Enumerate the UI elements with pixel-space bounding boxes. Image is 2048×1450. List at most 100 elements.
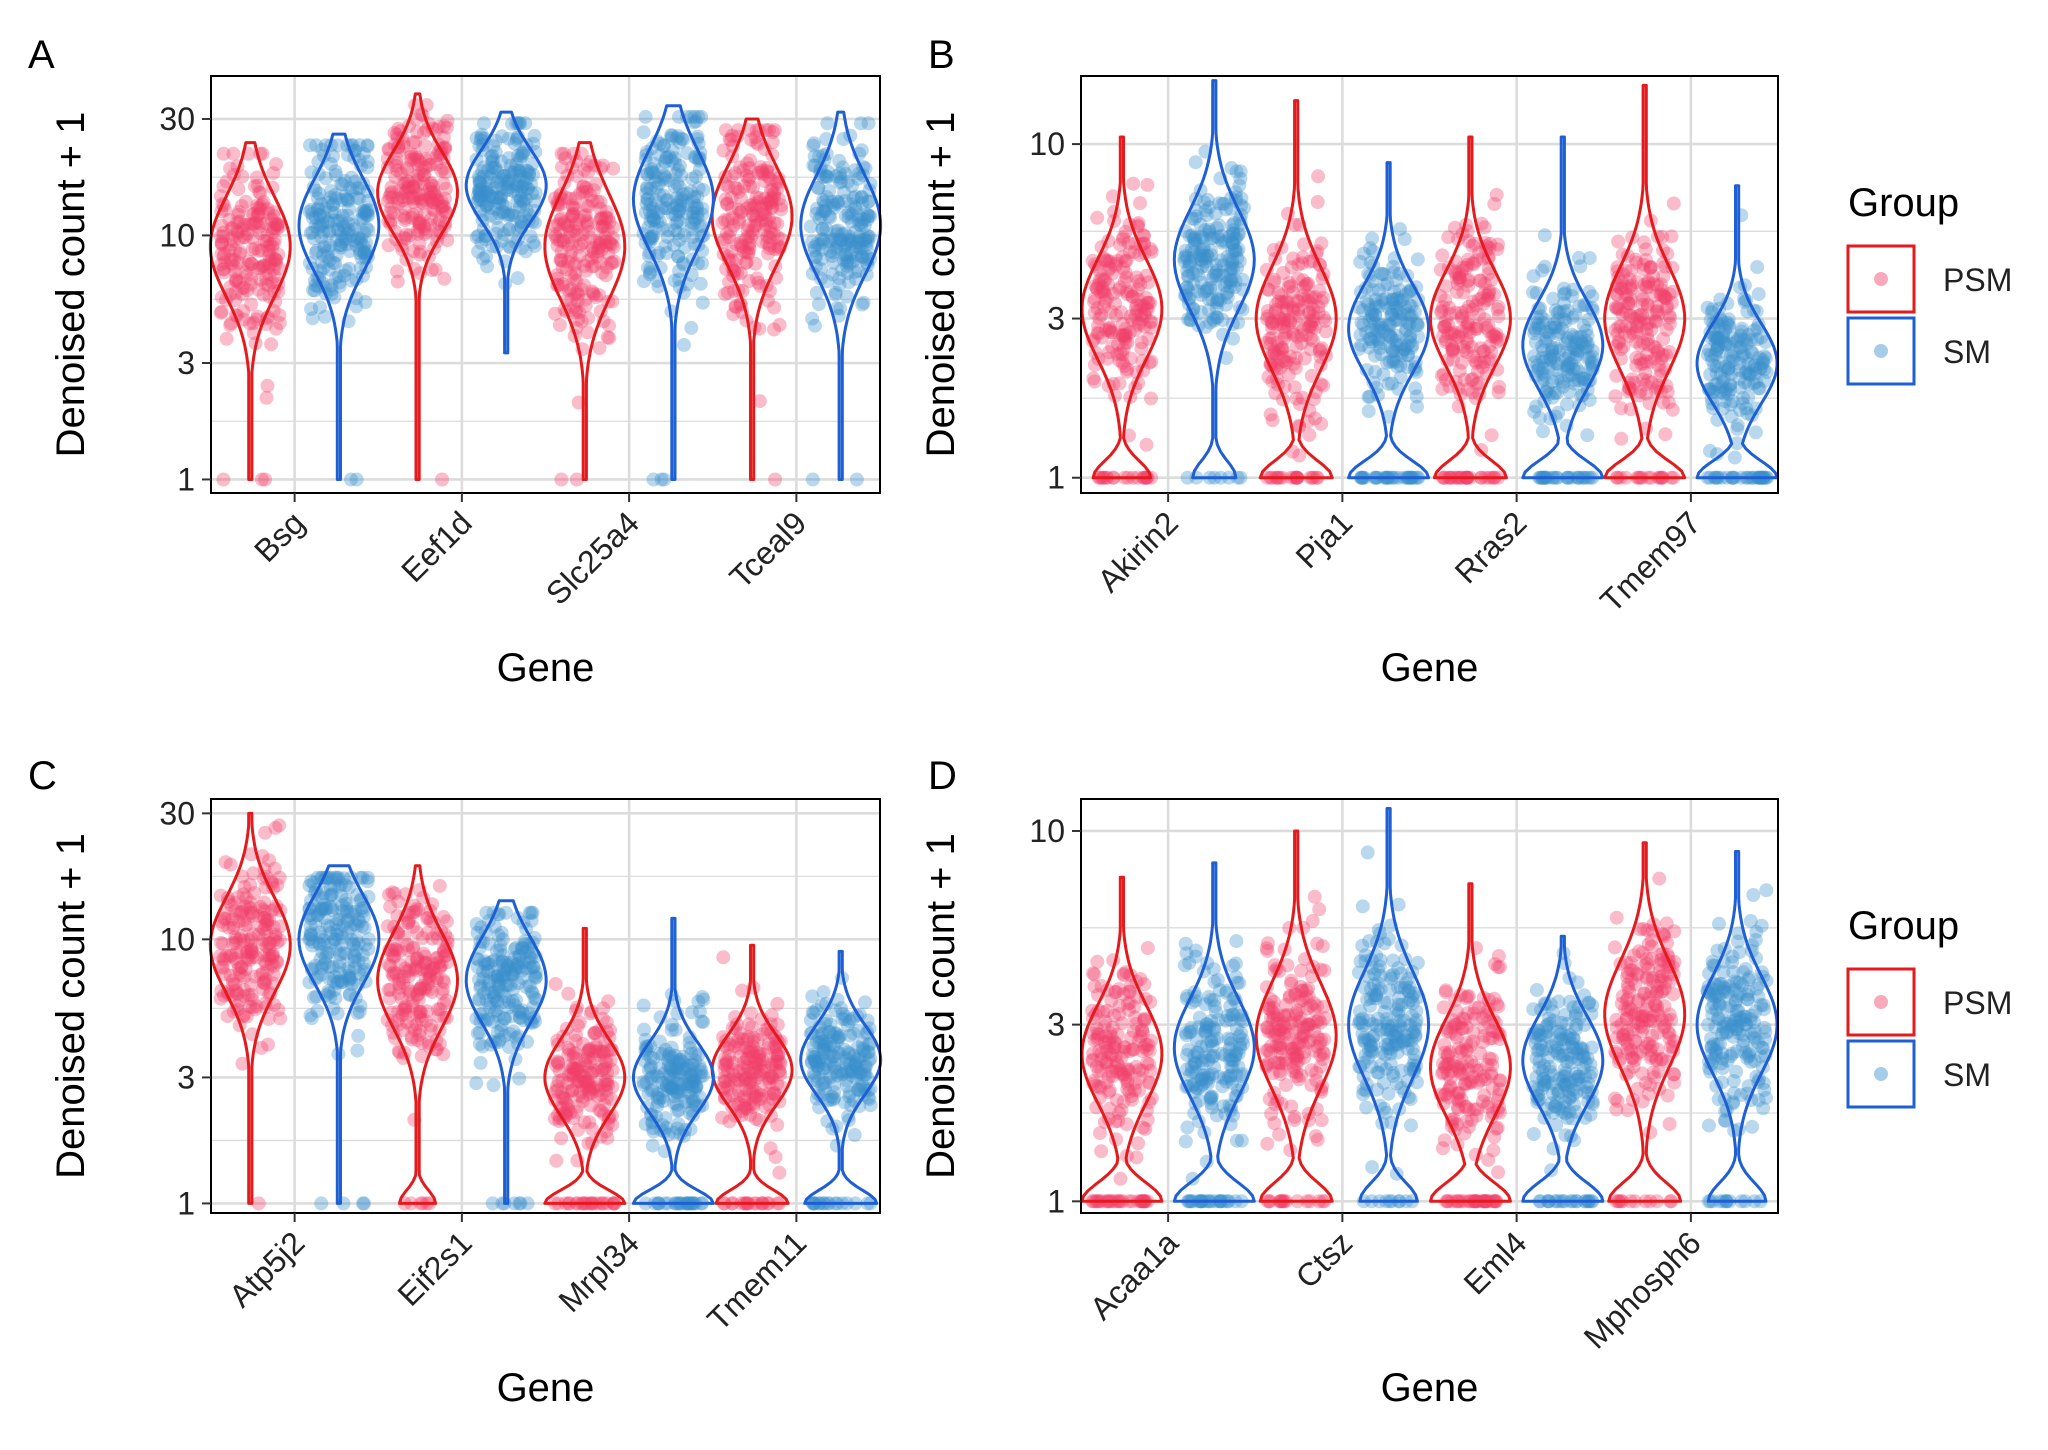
data-point xyxy=(1393,370,1408,385)
data-point xyxy=(809,1002,824,1017)
data-point xyxy=(1637,235,1651,250)
data-point xyxy=(491,220,506,235)
data-point xyxy=(672,180,687,195)
data-point xyxy=(341,193,356,208)
data-point xyxy=(219,331,234,346)
data-point xyxy=(226,146,241,161)
data-point xyxy=(233,245,248,260)
data-point xyxy=(223,237,238,252)
data-point xyxy=(1102,320,1117,335)
data-point xyxy=(224,252,238,267)
data-point xyxy=(555,160,569,175)
data-point xyxy=(223,318,238,333)
data-point xyxy=(1144,391,1158,406)
data-point xyxy=(264,337,279,352)
data-point xyxy=(527,128,542,143)
data-point xyxy=(404,1019,419,1034)
data-point xyxy=(308,219,323,234)
data-point xyxy=(1576,319,1591,333)
data-point xyxy=(508,950,523,965)
data-point xyxy=(1456,285,1471,300)
data-point xyxy=(667,273,682,288)
data-point xyxy=(1550,371,1565,386)
data-point xyxy=(252,185,267,199)
data-point xyxy=(1612,302,1627,317)
data-point xyxy=(506,982,521,997)
data-point xyxy=(1260,311,1274,326)
data-point xyxy=(1376,367,1391,382)
data-point xyxy=(265,949,280,964)
data-point xyxy=(240,257,255,272)
data-point xyxy=(770,1117,785,1132)
data-point xyxy=(238,265,253,280)
data-point xyxy=(524,905,539,920)
data-point xyxy=(351,1028,366,1043)
data-point xyxy=(214,236,229,251)
data-point xyxy=(404,1032,419,1047)
data-point xyxy=(1194,253,1209,268)
data-point xyxy=(414,194,429,209)
data-point xyxy=(266,166,281,181)
data-point xyxy=(235,169,250,184)
data-point xyxy=(1608,389,1623,404)
data-point xyxy=(262,248,277,263)
y-tick-label: 3 xyxy=(177,345,195,381)
data-point xyxy=(768,472,783,487)
data-point xyxy=(847,1128,862,1142)
data-point xyxy=(225,231,240,246)
data-point xyxy=(340,925,355,940)
data-point xyxy=(569,1028,583,1043)
data-point xyxy=(249,215,264,230)
data-point xyxy=(639,196,654,211)
data-point xyxy=(693,276,708,291)
data-point xyxy=(1199,283,1214,298)
data-point xyxy=(814,1050,829,1065)
data-point xyxy=(1530,358,1545,373)
x-tick-label: Bsg xyxy=(247,504,311,568)
points-psm-atp5j2 xyxy=(213,818,288,1211)
data-point xyxy=(716,950,731,965)
data-point xyxy=(384,180,399,195)
data-point xyxy=(244,297,259,312)
data-point xyxy=(436,176,451,191)
data-point xyxy=(675,131,689,146)
data-point xyxy=(846,1026,861,1041)
data-point xyxy=(321,244,336,258)
data-point xyxy=(261,260,276,275)
data-point xyxy=(214,235,229,250)
data-point xyxy=(861,116,876,131)
data-point xyxy=(216,472,231,487)
data-point xyxy=(261,278,276,293)
data-point xyxy=(253,199,268,214)
data-point xyxy=(1580,428,1595,443)
data-point xyxy=(1177,254,1192,269)
data-point xyxy=(561,986,576,1001)
data-point xyxy=(247,216,262,231)
data-point xyxy=(1398,287,1413,302)
data-point xyxy=(1664,229,1679,244)
data-point xyxy=(582,1042,597,1056)
panel-label: B xyxy=(928,33,955,77)
data-point xyxy=(495,129,510,144)
data-point xyxy=(515,1006,530,1021)
data-point xyxy=(602,214,617,229)
data-point xyxy=(599,1077,614,1092)
data-point xyxy=(308,245,323,260)
points-psm-eif2s1 xyxy=(380,878,455,1211)
data-point xyxy=(848,264,863,279)
data-point xyxy=(1187,232,1202,247)
data-point xyxy=(1401,307,1416,322)
data-point xyxy=(1435,248,1450,263)
data-point xyxy=(637,1022,651,1037)
data-point xyxy=(1389,334,1404,349)
data-point xyxy=(226,234,241,249)
data-point xyxy=(260,202,275,217)
data-point xyxy=(309,138,324,153)
data-point xyxy=(1558,314,1573,329)
data-point xyxy=(1110,347,1125,362)
points-sm-tmem97 xyxy=(1700,208,1774,485)
points-psm-tmem11 xyxy=(715,950,789,1211)
data-point xyxy=(270,217,285,232)
data-point xyxy=(718,213,733,227)
